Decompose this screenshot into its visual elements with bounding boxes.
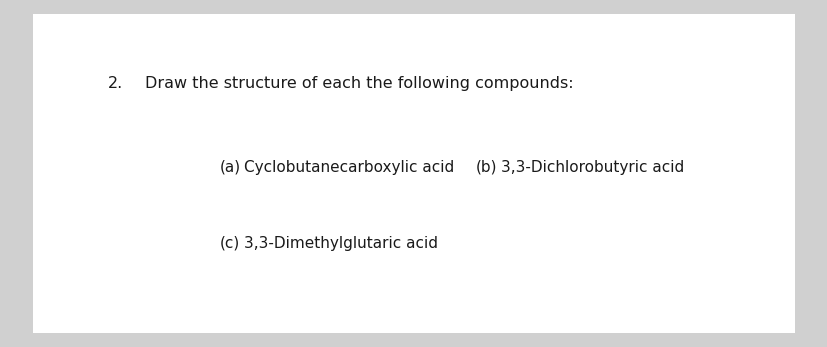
Text: (a): (a) — [219, 160, 241, 175]
Text: (b): (b) — [476, 160, 497, 175]
Text: 3,3-Dimethylglutaric acid: 3,3-Dimethylglutaric acid — [244, 236, 437, 251]
Text: (c): (c) — [219, 236, 239, 251]
FancyBboxPatch shape — [33, 14, 794, 333]
Text: 3,3-Dichlorobutyric acid: 3,3-Dichlorobutyric acid — [500, 160, 683, 175]
Text: Cyclobutanecarboxylic acid: Cyclobutanecarboxylic acid — [244, 160, 454, 175]
Text: Draw the structure of each the following compounds:: Draw the structure of each the following… — [145, 76, 573, 91]
Text: 2.: 2. — [108, 76, 122, 91]
